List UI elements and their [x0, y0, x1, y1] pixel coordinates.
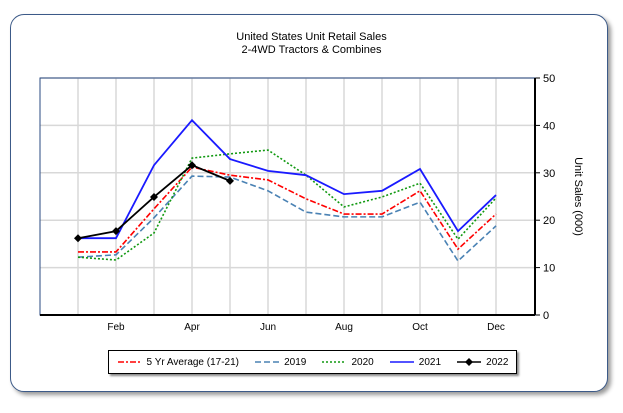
chart-title: United States Unit Retail Sales [236, 31, 387, 43]
legend-label: 2022 [486, 356, 509, 368]
y-axis-label: Unit Sales (000) [572, 157, 584, 236]
legend-swatch [389, 361, 414, 363]
legend-item: 2019 [254, 357, 306, 368]
data-point [188, 161, 196, 170]
y-tick-label: 30 [543, 168, 555, 180]
data-point [150, 192, 158, 201]
series-line [78, 166, 497, 253]
x-tick-label: Feb [107, 322, 125, 333]
x-tick-label: Aug [335, 322, 353, 333]
legend-swatch [322, 361, 347, 363]
series-line [77, 175, 497, 263]
legend-label: 2019 [284, 356, 307, 368]
legend-item: 2020 [321, 356, 374, 368]
y-tick-label: 0 [543, 310, 549, 322]
y-tick-label: 40 [543, 120, 555, 132]
chart-frame [10, 14, 608, 392]
legend-swatch [117, 361, 142, 363]
data-point [226, 176, 234, 185]
y-tick-label: 20 [543, 215, 555, 227]
data-point [74, 234, 82, 243]
series-line [78, 118, 497, 240]
legend-swatch [255, 361, 280, 363]
legend-label: 2020 [351, 356, 374, 368]
legend-label: 5 Yr Average (17-21) [146, 356, 240, 368]
x-tick-label: Jun [260, 322, 276, 333]
x-tick-label: Dec [487, 322, 505, 333]
legend-item: 5 Yr Average (17-21) [117, 357, 239, 368]
data-point [112, 227, 120, 236]
legend-label: 2021 [418, 356, 442, 368]
chart-subtitle: 2-4WD Tractors & Combines [241, 44, 382, 56]
x-tick-label: Apr [184, 322, 200, 333]
series-line [77, 149, 497, 261]
legend: 5 Yr Average (17-21) 2019 2020 2021 2022 [108, 350, 517, 374]
y-tick-label: 10 [543, 263, 555, 275]
legend-swatch [457, 358, 482, 366]
legend-item: 2022 [456, 357, 508, 368]
chart-title-block: United States Unit Retail Sales 2-4WD Tr… [0, 31, 623, 57]
legend-item: 2021 [389, 357, 441, 368]
plot-border [39, 77, 536, 316]
x-tick-label: Oct [412, 322, 428, 333]
y-tick-label: 50 [543, 73, 555, 85]
